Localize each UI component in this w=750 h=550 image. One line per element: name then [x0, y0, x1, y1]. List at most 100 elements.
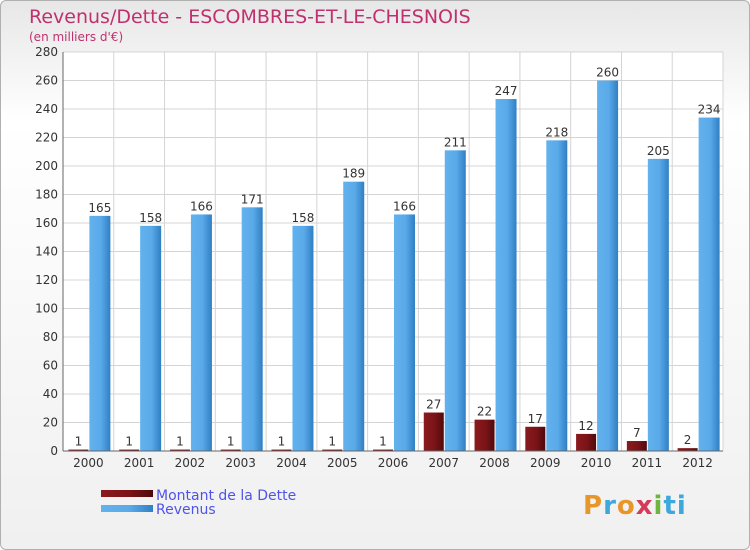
legend-swatch-dette — [101, 490, 153, 497]
bar-dette — [677, 448, 698, 451]
y-tick-label: 260 — [35, 74, 58, 88]
chart-subtitle: (en milliers d'€) — [29, 30, 124, 44]
y-tick-label: 100 — [35, 302, 58, 316]
bar-revenus — [444, 150, 466, 451]
bar-revenus — [241, 207, 263, 451]
data-label-revenus: 218 — [545, 125, 568, 139]
logo-letter: ti — [663, 491, 687, 521]
x-tick-label: 2012 — [682, 456, 713, 470]
y-tick-label: 140 — [35, 245, 58, 259]
bar-dette — [525, 426, 546, 451]
bar-revenus — [343, 181, 365, 452]
x-tick-label: 2008 — [479, 456, 510, 470]
bar-dette — [220, 449, 241, 451]
logo-letter: r — [603, 491, 617, 521]
data-label-dette: 1 — [278, 435, 286, 449]
bar-revenus — [495, 99, 517, 452]
data-label-revenus: 205 — [647, 144, 670, 158]
x-tick-label: 2010 — [581, 456, 612, 470]
x-tick-label: 2000 — [73, 456, 104, 470]
bar-revenus — [394, 214, 415, 451]
bar-dette — [474, 419, 495, 451]
data-label-dette: 22 — [477, 405, 492, 419]
data-label-dette: 1 — [75, 435, 83, 449]
y-tick-label: 200 — [35, 159, 58, 173]
legend-label-dette: Montant de la Dette — [156, 488, 296, 504]
legend: Montant de la Dette Revenus — [101, 488, 296, 518]
logo-letter: x — [635, 491, 654, 521]
bar-dette — [626, 441, 647, 451]
data-label-revenus: 158 — [139, 211, 162, 225]
bar-revenus — [597, 80, 619, 451]
data-label-dette: 1 — [176, 435, 184, 449]
grid-lines — [62, 51, 724, 452]
data-label-revenus: 234 — [698, 103, 721, 117]
data-label-dette: 1 — [125, 435, 133, 449]
bars — [68, 80, 720, 452]
bar-dette — [423, 412, 444, 451]
x-tick-label: 2009 — [530, 456, 561, 470]
data-label-revenus: 166 — [190, 199, 213, 213]
legend-label-revenus: Revenus — [156, 502, 216, 518]
bar-dette — [271, 449, 292, 451]
bar-dette — [169, 449, 190, 451]
axes: 0 20 40 60 80 100 120 140 160 180 200 220 240 260 280 2… — [35, 45, 723, 470]
x-tick-label: 2002 — [175, 456, 206, 470]
bar-dette — [322, 449, 343, 451]
data-label-revenus: 171 — [241, 192, 264, 206]
data-label-revenus: 189 — [342, 167, 365, 181]
x-tick-label: 2006 — [378, 456, 409, 470]
x-tick-label: 2011 — [632, 456, 663, 470]
data-label-revenus: 158 — [292, 211, 315, 225]
bar-revenus — [190, 214, 212, 451]
logo-letter: o — [616, 491, 636, 521]
y-tick-label: 240 — [35, 102, 58, 116]
data-label-revenus: 260 — [596, 66, 619, 80]
y-tick-label: 60 — [43, 359, 58, 373]
y-tick-label: 280 — [35, 45, 58, 59]
y-tick-label: 180 — [35, 188, 58, 202]
data-label-revenus: 247 — [495, 84, 518, 98]
x-tick-label: 2007 — [428, 456, 459, 470]
y-tick-label: 120 — [35, 273, 58, 287]
bar-revenus — [140, 225, 162, 451]
data-label-revenus: 166 — [393, 199, 416, 213]
bar-revenus — [647, 158, 669, 451]
bar-revenus — [698, 117, 720, 452]
bar-revenus — [546, 140, 568, 451]
legend-swatch-revenus — [101, 505, 153, 512]
x-tick-label: 2005 — [327, 456, 358, 470]
proxiti-logo: Proxiti — [583, 491, 687, 521]
y-tick-label: 220 — [35, 131, 58, 145]
data-label-dette: 1 — [379, 435, 387, 449]
y-tick-label: 160 — [35, 216, 58, 230]
x-tick-label: 2001 — [124, 456, 155, 470]
logo-letter: i — [653, 491, 664, 521]
data-labels: 1165115811661171115811891166272112224717… — [75, 66, 721, 449]
bar-revenus — [292, 225, 314, 451]
x-tick-label: 2004 — [276, 456, 307, 470]
x-tick-label: 2003 — [225, 456, 256, 470]
data-label-dette: 1 — [227, 435, 235, 449]
y-tick-label: 20 — [43, 416, 58, 430]
bar-dette — [68, 449, 89, 451]
bar-dette — [576, 433, 597, 451]
data-label-dette: 17 — [528, 412, 543, 426]
chart-title: Revenus/Dette - ESCOMBRES-ET-LE-CHESNOIS — [29, 6, 471, 28]
data-label-dette: 2 — [684, 433, 692, 447]
bar-dette — [373, 449, 393, 451]
data-label-dette: 1 — [328, 435, 336, 449]
y-tick-label: 40 — [43, 387, 58, 401]
bar-dette — [119, 449, 140, 451]
bar-revenus — [89, 215, 111, 451]
data-label-dette: 7 — [633, 426, 641, 440]
logo-letter: P — [583, 491, 604, 521]
data-label-revenus: 165 — [88, 201, 111, 215]
data-label-revenus: 211 — [444, 135, 467, 149]
data-label-dette: 12 — [578, 419, 593, 433]
y-tick-label: 80 — [43, 330, 58, 344]
data-label-dette: 27 — [426, 398, 441, 412]
y-tick-label: 0 — [50, 444, 58, 458]
